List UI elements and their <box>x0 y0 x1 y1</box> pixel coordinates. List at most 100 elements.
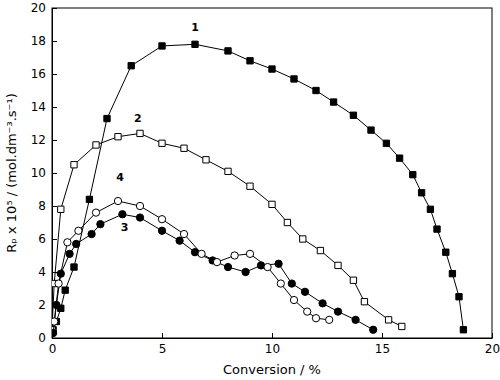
tick: 10 <box>265 333 280 356</box>
marker <box>136 214 143 221</box>
tick-mark <box>52 74 57 75</box>
marker <box>399 323 405 329</box>
tick-mark <box>52 140 57 141</box>
marker <box>460 327 466 333</box>
marker <box>334 308 341 315</box>
annotation: 3 <box>121 221 129 234</box>
marker <box>319 300 326 307</box>
tick-label: 10 <box>265 342 280 356</box>
marker <box>247 58 253 64</box>
marker <box>52 318 58 325</box>
marker <box>75 227 82 234</box>
marker <box>449 270 455 276</box>
y-axis-title: Rₚ x 10⁵ / (mol.dm⁻³.s⁻¹) <box>4 93 19 252</box>
marker <box>427 206 433 212</box>
marker <box>158 216 165 223</box>
tick-label: 0 <box>38 331 46 345</box>
marker <box>225 48 231 54</box>
tick: 8 <box>38 199 57 213</box>
tick-label: 5 <box>159 342 167 356</box>
marker <box>383 140 389 146</box>
tick: 16 <box>31 67 57 81</box>
tick-mark <box>52 173 57 174</box>
tick: 10 <box>31 166 57 180</box>
marker <box>247 183 253 189</box>
tick-mark <box>52 206 57 207</box>
marker <box>313 87 319 93</box>
marker <box>97 220 104 227</box>
x-axis-title: Conversion / % <box>223 362 321 377</box>
marker <box>62 287 68 293</box>
tick-label: 12 <box>31 133 46 147</box>
plot-area: 05101520024681012141618201234 <box>31 1 500 355</box>
tick-mark <box>272 333 273 338</box>
marker <box>368 127 374 133</box>
tick-label: 6 <box>38 232 46 246</box>
series-line <box>54 201 329 321</box>
marker <box>64 239 71 246</box>
marker <box>269 66 275 72</box>
y-axis: 0 2 4 6 8 10 12 14 16 18 20 <box>31 1 57 345</box>
tick-label: 20 <box>485 342 500 356</box>
marker <box>158 227 165 234</box>
marker <box>396 155 402 161</box>
marker <box>86 196 92 202</box>
marker <box>352 316 359 323</box>
marker <box>58 206 64 212</box>
tick: 18 <box>31 34 57 48</box>
marker <box>137 130 143 136</box>
tick: 20 <box>31 1 57 15</box>
tick-label: 16 <box>31 67 46 81</box>
marker <box>159 43 165 49</box>
marker <box>330 99 336 105</box>
tick-mark <box>492 333 493 338</box>
marker <box>246 250 253 257</box>
marker <box>350 112 356 118</box>
marker <box>136 202 143 209</box>
tick: 20 <box>485 333 500 356</box>
marker <box>224 263 231 270</box>
marker <box>192 41 198 47</box>
tick-label: 8 <box>38 199 46 213</box>
marker <box>456 294 462 300</box>
marker <box>361 299 367 305</box>
tick-label: 15 <box>375 342 390 356</box>
marker <box>73 240 80 247</box>
tick: 15 <box>375 333 390 356</box>
annotation: 2 <box>134 112 142 125</box>
marker <box>443 249 449 255</box>
marker <box>370 326 377 333</box>
marker <box>225 168 231 174</box>
tick-label: 2 <box>38 298 46 312</box>
tick-mark <box>52 41 57 42</box>
marker <box>52 329 57 336</box>
tick: 4 <box>38 265 57 279</box>
tick-label: 14 <box>31 100 46 114</box>
tick: 5 <box>159 333 167 356</box>
marker <box>114 197 121 204</box>
tick-label: 0 <box>49 342 57 356</box>
chart: 05101520024681012141618201234Conversion … <box>0 0 500 380</box>
marker <box>335 262 341 268</box>
marker <box>159 140 165 146</box>
marker <box>288 280 295 287</box>
tick-label: 4 <box>38 265 46 279</box>
tick-mark <box>162 333 163 338</box>
marker <box>55 280 62 287</box>
marker <box>71 162 77 168</box>
marker <box>326 316 333 323</box>
marker <box>290 296 297 303</box>
marker <box>291 76 297 82</box>
marker <box>203 157 209 163</box>
marker <box>71 264 77 270</box>
marker <box>128 63 134 69</box>
marker <box>93 142 99 148</box>
tick: 14 <box>31 100 57 114</box>
annotation: 4 <box>116 171 124 184</box>
marker <box>264 263 271 270</box>
tick: 12 <box>31 133 57 147</box>
marker <box>181 145 187 151</box>
series-group <box>52 41 467 337</box>
tick-label: 18 <box>31 34 46 48</box>
annotation: 1 <box>191 21 199 34</box>
